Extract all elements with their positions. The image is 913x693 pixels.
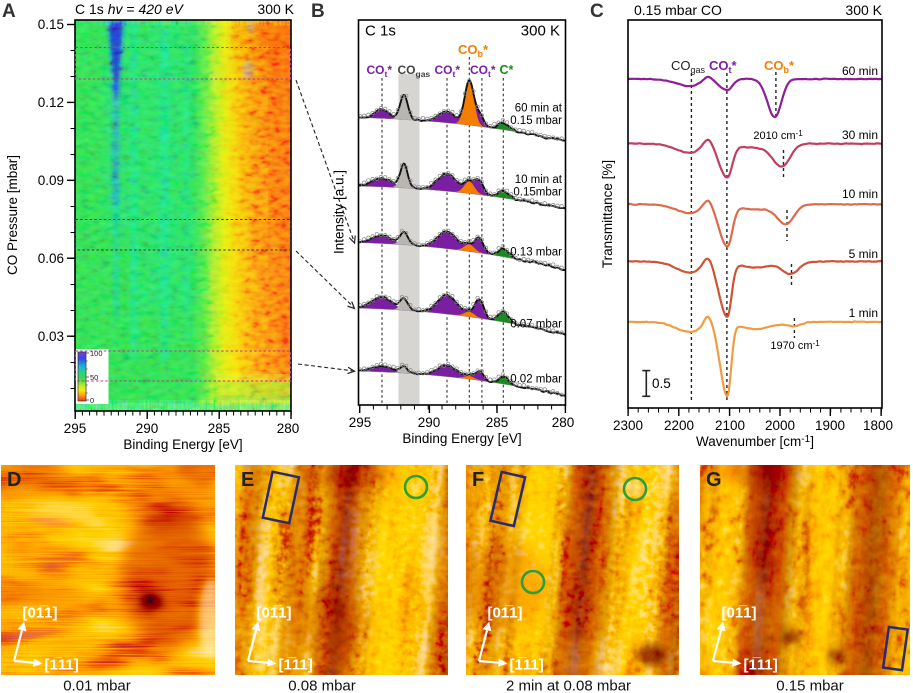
svg-text:60 min at: 60 min at bbox=[515, 103, 563, 115]
svg-text:0.02 mbar: 0.02 mbar bbox=[510, 374, 562, 386]
svg-text:295: 295 bbox=[349, 415, 372, 430]
svg-text:1900: 1900 bbox=[815, 418, 845, 433]
svg-text:2000: 2000 bbox=[765, 418, 795, 433]
svg-text:300 K: 300 K bbox=[521, 23, 560, 40]
svg-text:30 min: 30 min bbox=[842, 128, 878, 142]
svg-text:280: 280 bbox=[277, 421, 300, 436]
svg-text:C 1s hv = 420 eV: C 1s hv = 420 eV bbox=[75, 1, 184, 17]
svg-text:[01̅1]: [01̅1] bbox=[722, 605, 757, 622]
svg-text:COt*: COt* bbox=[709, 58, 738, 75]
svg-text:0.06: 0.06 bbox=[38, 251, 64, 266]
svg-text:E: E bbox=[241, 469, 254, 491]
svg-text:60 min: 60 min bbox=[842, 64, 878, 78]
svg-text:0.13 mbar: 0.13 mbar bbox=[510, 247, 562, 259]
svg-text:0.03: 0.03 bbox=[38, 329, 64, 344]
svg-text:0.08 mbar: 0.08 mbar bbox=[288, 678, 356, 693]
svg-text:100: 100 bbox=[90, 349, 103, 358]
svg-text:[1̅11]: [1̅11] bbox=[744, 657, 778, 674]
svg-text:Binding Energy [eV]: Binding Energy [eV] bbox=[123, 437, 242, 452]
svg-text:0.09: 0.09 bbox=[38, 173, 64, 188]
svg-text:[1̅11]: [1̅11] bbox=[510, 657, 544, 674]
svg-text:285: 285 bbox=[486, 415, 509, 430]
svg-text:0.01 mbar: 0.01 mbar bbox=[63, 678, 131, 693]
svg-text:300 K: 300 K bbox=[257, 1, 294, 17]
svg-text:COgas: COgas bbox=[398, 63, 431, 79]
svg-text:Wavenumber [cm-1]: Wavenumber [cm-1] bbox=[696, 434, 814, 449]
svg-text:[01̅1]: [01̅1] bbox=[23, 605, 58, 622]
svg-text:2 min at 0.08 mbar: 2 min at 0.08 mbar bbox=[506, 678, 631, 693]
svg-text:1 min: 1 min bbox=[849, 306, 878, 320]
svg-text:2100: 2100 bbox=[715, 418, 745, 433]
svg-text:C*: C* bbox=[500, 63, 514, 77]
svg-text:10 min at: 10 min at bbox=[515, 174, 563, 186]
svg-text:2300: 2300 bbox=[613, 418, 643, 433]
svg-text:0.15 mbar: 0.15 mbar bbox=[510, 115, 562, 127]
svg-text:F: F bbox=[472, 469, 484, 491]
svg-text:COb*: COb* bbox=[764, 58, 795, 75]
svg-text:COgas: COgas bbox=[671, 58, 706, 75]
svg-text:Binding Energy [eV]: Binding Energy [eV] bbox=[402, 431, 521, 446]
svg-text:[1̅11]: [1̅11] bbox=[279, 657, 313, 674]
svg-text:COt*: COt* bbox=[470, 63, 496, 79]
svg-text:295: 295 bbox=[64, 421, 87, 436]
svg-text:[01̅1]: [01̅1] bbox=[257, 605, 292, 622]
svg-text:300 K: 300 K bbox=[845, 2, 882, 18]
svg-text:B: B bbox=[311, 1, 325, 22]
svg-text:C 1s: C 1s bbox=[365, 23, 396, 40]
svg-text:COb*: COb* bbox=[458, 42, 489, 59]
svg-text:1970 cm-1: 1970 cm-1 bbox=[770, 339, 820, 352]
svg-text:C: C bbox=[590, 1, 604, 22]
svg-text:G: G bbox=[706, 469, 722, 491]
svg-text:0.15: 0.15 bbox=[38, 17, 64, 32]
svg-text:285: 285 bbox=[208, 421, 231, 436]
svg-text:A: A bbox=[2, 1, 16, 22]
svg-text:50: 50 bbox=[90, 373, 98, 382]
svg-text:0.07 mbar: 0.07 mbar bbox=[510, 319, 562, 331]
svg-text:2200: 2200 bbox=[664, 418, 694, 433]
svg-text:COt*: COt* bbox=[435, 63, 461, 79]
svg-text:290: 290 bbox=[136, 421, 159, 436]
svg-text:0.12: 0.12 bbox=[38, 95, 64, 110]
svg-text:0: 0 bbox=[90, 396, 94, 405]
svg-text:COt*: COt* bbox=[367, 63, 393, 79]
svg-text:Transmittance [%]: Transmittance [%] bbox=[600, 160, 615, 268]
svg-text:10 min: 10 min bbox=[842, 187, 878, 201]
svg-text:0.15 mbar: 0.15 mbar bbox=[776, 678, 844, 693]
svg-text:[01̅1]: [01̅1] bbox=[488, 605, 523, 622]
svg-text:0.15 mbar CO: 0.15 mbar CO bbox=[634, 2, 722, 18]
svg-text:280: 280 bbox=[552, 415, 575, 430]
svg-text:5 min: 5 min bbox=[849, 247, 878, 261]
svg-text:CO Pressure [mbar]: CO Pressure [mbar] bbox=[5, 155, 20, 275]
svg-text:Intensity [a.u.]: Intensity [a.u.] bbox=[332, 170, 347, 254]
svg-text:0.15mbar: 0.15mbar bbox=[513, 187, 562, 199]
svg-text:0.5: 0.5 bbox=[652, 376, 671, 391]
svg-text:D: D bbox=[7, 469, 21, 491]
svg-text:[1̅11]: [1̅11] bbox=[45, 657, 79, 674]
svg-text:2010 cm-1: 2010 cm-1 bbox=[753, 129, 803, 142]
svg-text:290: 290 bbox=[418, 415, 441, 430]
svg-text:1800: 1800 bbox=[863, 418, 893, 433]
